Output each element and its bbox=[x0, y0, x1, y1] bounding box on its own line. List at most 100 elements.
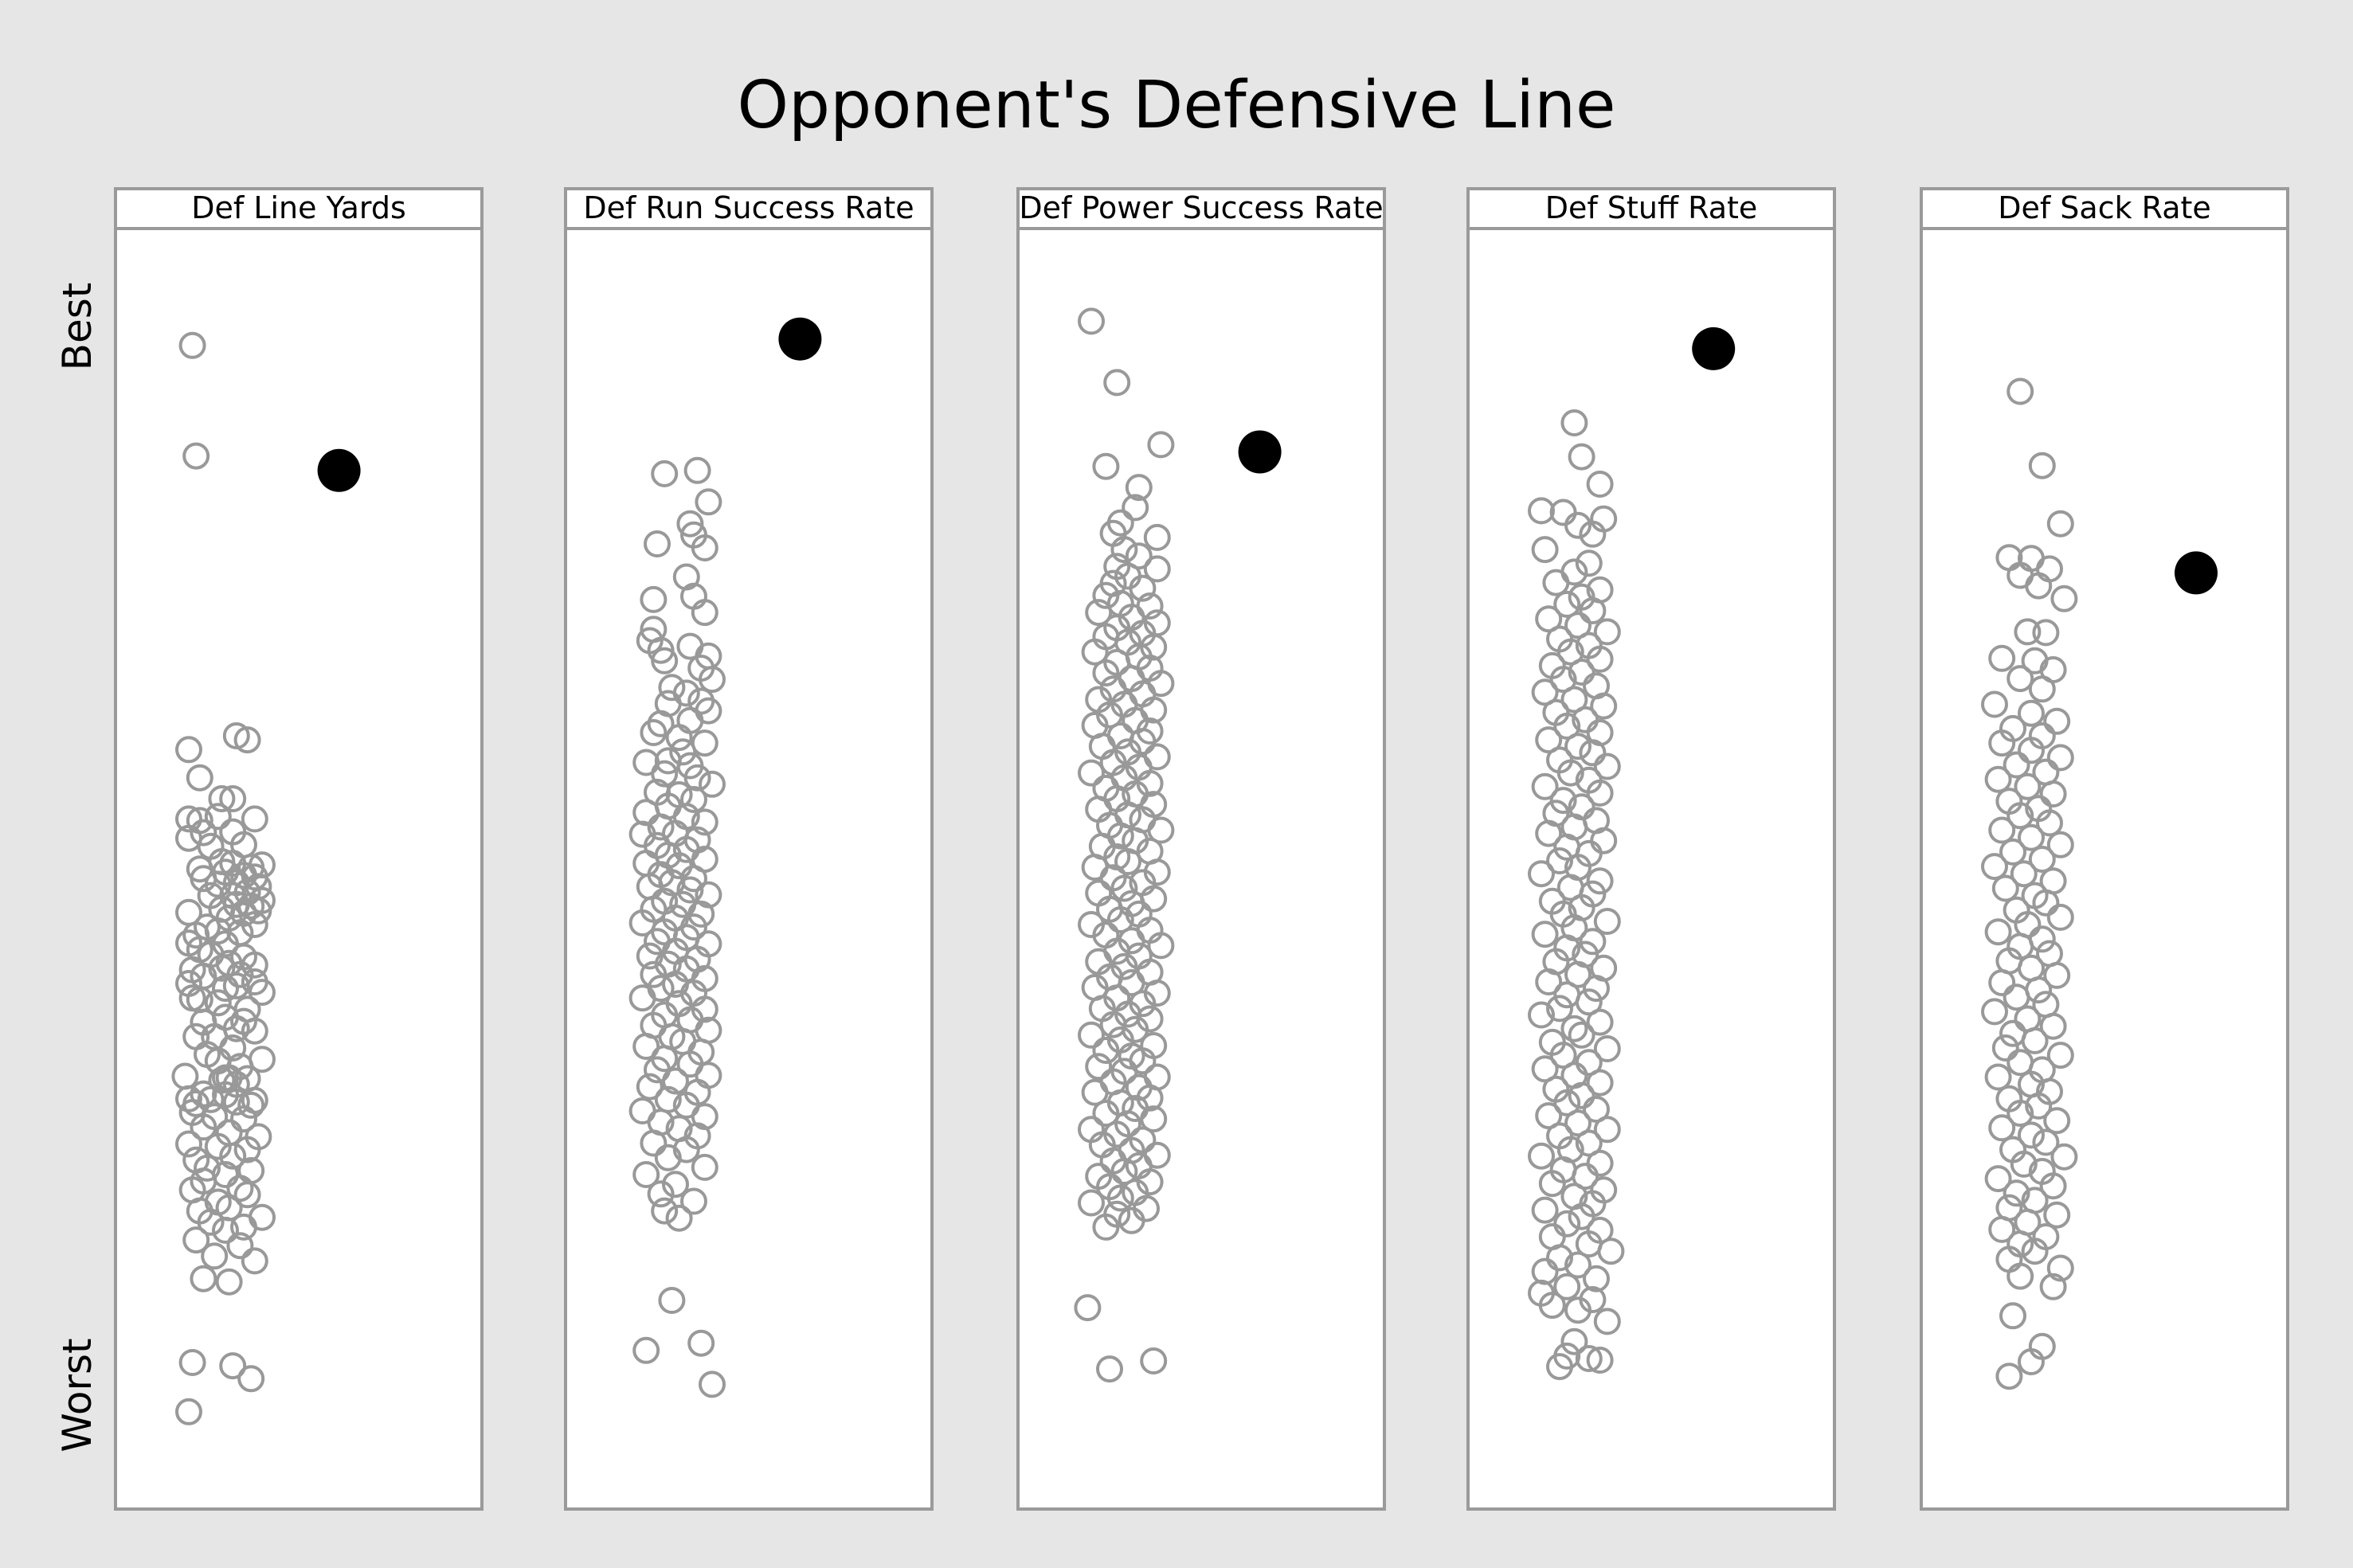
panel-2-point bbox=[658, 674, 686, 702]
panel-1-point bbox=[190, 1113, 217, 1141]
panel-5-point bbox=[2039, 1273, 2067, 1300]
panel-3-point bbox=[1085, 599, 1113, 627]
panel-2-strip bbox=[564, 187, 934, 230]
panel-1-label: Def Line Yards bbox=[191, 190, 406, 225]
panel-4-point bbox=[1590, 692, 1618, 720]
panel-4-point bbox=[1568, 1021, 1595, 1049]
panel-4-point bbox=[1593, 1308, 1621, 1335]
panel-5-point bbox=[1988, 969, 2016, 996]
panel-2-point bbox=[662, 1171, 689, 1198]
panel-1-point bbox=[241, 951, 268, 979]
panel-1-point bbox=[201, 1242, 229, 1270]
panel-5-point bbox=[2007, 377, 2034, 405]
panel-3-point bbox=[1096, 1355, 1123, 1383]
panel-2-point bbox=[651, 1197, 679, 1225]
panel-2: Def Run Success Rate bbox=[564, 187, 934, 1511]
panel-3-point bbox=[1081, 1078, 1109, 1106]
panel-1-point bbox=[182, 1226, 210, 1254]
panel-3-frame bbox=[1016, 227, 1386, 1511]
panel-5-point bbox=[2028, 452, 2056, 479]
panel-4-point bbox=[1556, 638, 1584, 666]
panel-2-point bbox=[632, 1161, 660, 1188]
panel-5-point bbox=[2010, 860, 2038, 888]
panel-1-point bbox=[208, 785, 236, 812]
panel-4-point bbox=[1579, 520, 1607, 548]
panel-1-strip bbox=[114, 187, 484, 230]
panel-5-point bbox=[2003, 751, 2030, 779]
panel-4-point bbox=[1549, 787, 1577, 815]
panel-2-point bbox=[662, 1067, 689, 1095]
panel-5-point bbox=[2007, 1262, 2034, 1290]
panel-4-point bbox=[1528, 1142, 1555, 1170]
panel-1-point bbox=[175, 1085, 202, 1112]
panel-1-point bbox=[175, 805, 202, 833]
panel-2-point bbox=[647, 710, 675, 737]
panel-5-point bbox=[1981, 998, 2008, 1026]
panel-1-frame bbox=[114, 227, 484, 1511]
panel-2-point bbox=[628, 984, 656, 1012]
panel-4-point bbox=[1593, 753, 1621, 780]
panel-3-point bbox=[1092, 659, 1120, 686]
panel-3-point bbox=[1106, 906, 1134, 933]
panel-3-point bbox=[1092, 452, 1120, 480]
panel-1-point bbox=[226, 960, 254, 988]
panel-5-point bbox=[1981, 853, 2008, 881]
panel-1-point bbox=[219, 1352, 247, 1380]
panel-5-point bbox=[2007, 665, 2034, 693]
panel-5-point bbox=[2046, 1254, 2074, 1282]
panel-2-point bbox=[651, 647, 679, 675]
panel-5-point bbox=[2046, 831, 2074, 858]
panel-2-point bbox=[691, 1153, 718, 1181]
panel-4-point bbox=[1546, 847, 1573, 874]
panel-4-point bbox=[1528, 860, 1555, 888]
panel-5-point bbox=[2007, 1100, 2034, 1127]
panel-4-point bbox=[1575, 1345, 1603, 1372]
panel-5-point bbox=[2025, 1092, 2053, 1120]
panel-1-point bbox=[190, 865, 217, 893]
panel-4-point bbox=[1593, 1116, 1621, 1144]
panel-4-point bbox=[1586, 1008, 1614, 1036]
panel-4-point bbox=[1568, 443, 1595, 471]
panel-4-point bbox=[1538, 1292, 1566, 1320]
panel-2-point bbox=[695, 488, 722, 516]
panel-2-point bbox=[636, 1073, 664, 1101]
panel-4-point bbox=[1586, 1347, 1614, 1374]
panel-2-highlight-point bbox=[778, 317, 822, 361]
panel-1-point bbox=[230, 1105, 257, 1133]
panel-4-point bbox=[1568, 1081, 1595, 1109]
panel-4-point bbox=[1575, 549, 1603, 577]
panel-3-point bbox=[1147, 932, 1175, 960]
panel-1-point bbox=[175, 1398, 202, 1425]
panel-2-point bbox=[687, 900, 715, 928]
panel-5-point bbox=[2010, 1150, 2038, 1178]
panel-5-point bbox=[2021, 1238, 2049, 1265]
panel-1-point bbox=[178, 984, 206, 1012]
panel-1-point bbox=[241, 911, 268, 938]
panel-5-point bbox=[2014, 772, 2042, 800]
panel-3-point bbox=[1110, 536, 1138, 564]
panel-2-point bbox=[699, 666, 726, 694]
panel-4-point bbox=[1593, 618, 1621, 646]
panel-5-point bbox=[2039, 780, 2067, 807]
panel-4-point bbox=[1593, 908, 1621, 935]
panel-2-point bbox=[691, 534, 718, 561]
panel-4-frame bbox=[1466, 227, 1836, 1511]
panel-1-point bbox=[233, 1181, 261, 1209]
panel-3-point bbox=[1110, 874, 1138, 902]
panel-5-point bbox=[2043, 707, 2071, 735]
panel-5-frame bbox=[1920, 227, 2289, 1511]
panel-3-point bbox=[1092, 1037, 1120, 1064]
panel-4: Def Stuff Rate bbox=[1466, 187, 1836, 1511]
panel-3-point bbox=[1092, 1213, 1120, 1241]
panel-1-point bbox=[241, 1247, 268, 1275]
panel-4-point bbox=[1586, 471, 1614, 498]
panel-1-point bbox=[222, 972, 250, 999]
panel-2-point bbox=[651, 459, 679, 487]
panel-2-point bbox=[651, 760, 679, 788]
panel-3-point bbox=[1092, 1100, 1120, 1127]
panel-2-point bbox=[687, 1329, 715, 1357]
panel-4-point bbox=[1583, 975, 1610, 1003]
panel-5-label: Def Sack Rate bbox=[1998, 190, 2211, 225]
panel-3-highlight-point bbox=[1238, 430, 1282, 474]
panel-5-point bbox=[2050, 1143, 2078, 1171]
